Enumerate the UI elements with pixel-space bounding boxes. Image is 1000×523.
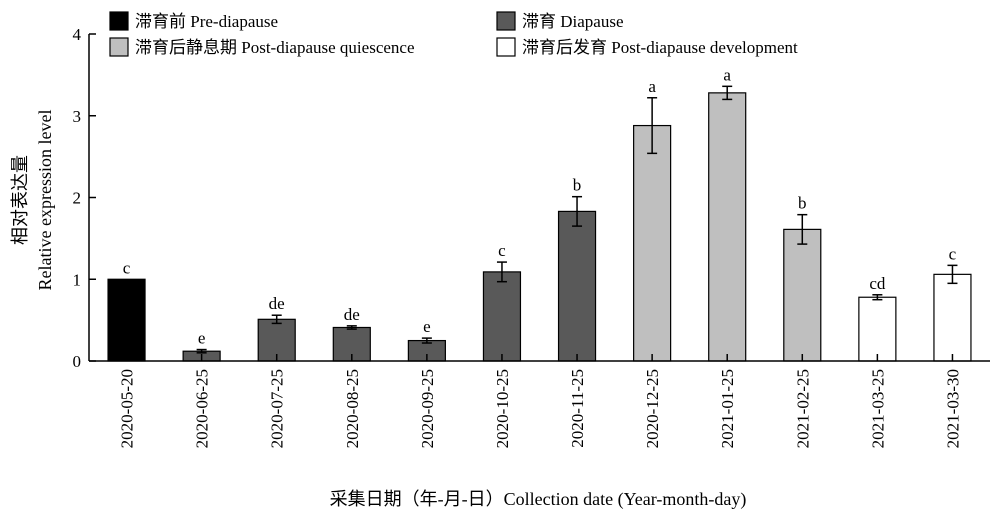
x-tick-label: 2020-10-25 bbox=[493, 369, 512, 448]
bar bbox=[482, 271, 522, 362]
y-axis-title-chinese: 相对表达量 bbox=[10, 155, 30, 245]
significance-letter: c bbox=[949, 244, 957, 263]
significance-letter: b bbox=[798, 194, 807, 213]
y-tick-label: 2 bbox=[73, 189, 82, 208]
legend-swatch bbox=[109, 11, 129, 31]
x-tick-label: 2020-06-25 bbox=[193, 369, 212, 448]
bar bbox=[633, 124, 672, 362]
y-tick-label: 1 bbox=[73, 270, 82, 289]
x-tick-label: 2021-01-25 bbox=[718, 369, 737, 448]
x-tick-label: 2020-11-25 bbox=[568, 369, 587, 448]
bar bbox=[107, 278, 146, 362]
error-bars bbox=[196, 85, 958, 354]
significance-letter: c bbox=[498, 241, 506, 260]
bar bbox=[708, 92, 747, 362]
legend-swatch bbox=[109, 37, 129, 57]
significance-letter: e bbox=[198, 329, 206, 348]
bar bbox=[783, 228, 822, 362]
y-tick-label: 0 bbox=[73, 352, 82, 371]
x-tick-label: 2021-03-25 bbox=[868, 369, 887, 448]
legend-label: 滞育前 Pre-diapause bbox=[135, 12, 278, 31]
significance-letter: cd bbox=[869, 274, 886, 293]
x-tick-label: 2020-09-25 bbox=[418, 369, 437, 448]
significance-letter: de bbox=[344, 305, 360, 324]
y-axis-title: Relative expression level bbox=[35, 110, 55, 291]
legend-swatch bbox=[496, 37, 516, 57]
significance-letter: e bbox=[423, 317, 431, 336]
bar bbox=[933, 273, 972, 362]
x-tick-label: 2021-02-25 bbox=[793, 369, 812, 448]
x-axis-ticks: 2020-05-20 2020-06-25 2020-07-25 2020-08-25… bbox=[118, 354, 962, 448]
x-tick-label: 2020-12-25 bbox=[643, 369, 662, 448]
significance-letter: a bbox=[723, 65, 731, 84]
bars bbox=[107, 92, 972, 362]
legend: 滞育前 Pre-diapause 滞育 Diapause 滞育后静息期 Post-d… bbox=[109, 11, 798, 57]
x-tick-label: 2020-07-25 bbox=[268, 369, 287, 448]
significance-letter: b bbox=[573, 176, 582, 195]
bar bbox=[557, 210, 597, 362]
legend-label: 滞育后静息期 Post-diapause quiescence bbox=[135, 38, 415, 57]
y-tick-label: 4 bbox=[73, 25, 82, 44]
x-axis-title: 采集日期（年-月-日）Collection date (Year-month-d… bbox=[330, 489, 747, 510]
legend-label: 滞育 Diapause bbox=[522, 12, 624, 31]
y-axis-ticks: 0 1 2 3 4 bbox=[73, 25, 96, 371]
y-tick-label: 3 bbox=[73, 107, 82, 126]
significance-letter: c bbox=[123, 258, 131, 277]
x-tick-label: 2020-08-25 bbox=[343, 369, 362, 448]
x-tick-label: 2021-03-30 bbox=[943, 369, 962, 448]
significance-letters: c e de de e c b a a b cd c bbox=[123, 65, 957, 347]
plot-area: c e de de e c b a a b cd c 0 1 2 3 4 2020-05-20 2020-06-… bbox=[73, 25, 990, 448]
legend-label: 滞育后发育 Post-diapause development bbox=[522, 38, 798, 57]
bar bbox=[858, 296, 897, 362]
significance-letter: a bbox=[648, 77, 656, 96]
significance-letter: de bbox=[269, 294, 285, 313]
legend-swatch bbox=[496, 11, 516, 31]
x-tick-label: 2020-05-20 bbox=[118, 369, 137, 448]
